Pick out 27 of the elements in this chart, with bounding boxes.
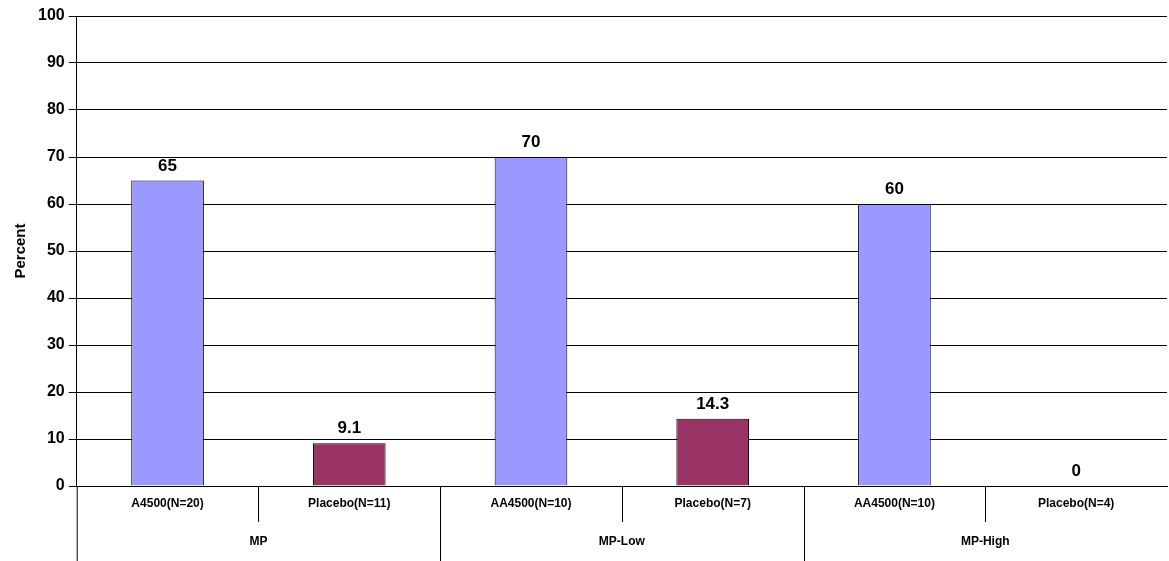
y-tick-label: 60 [46,194,65,212]
data-label: 60 [884,179,904,199]
text: MP-Low [598,534,646,549]
x-tick-label: A4500(N=20) [131,495,204,510]
y-tick-label: 100 [37,6,65,24]
y-tick-label: 80 [46,100,65,118]
y-tick-label: 50 [46,241,65,259]
x-tick-label: AA4500(N=10) [490,495,572,510]
x-tick-label: Placebo(N=4) [1037,495,1115,510]
y-tick-label: 90 [46,53,65,71]
y-tick-label: 30 [46,335,65,353]
text: MP-High [960,534,1010,549]
x-tick-label: Placebo(N=11) [308,495,391,510]
data-label: 0 [1071,461,1081,481]
text: MP [249,534,268,549]
x-tick-label: Placebo(N=7) [674,495,751,510]
data-label: 65 [158,155,178,175]
y-axis-title: Percent [11,223,29,279]
y-tick-label: 40 [46,288,65,306]
data-label: 70 [521,132,541,152]
y-tick-label: 10 [46,429,65,447]
data-label: 14.3 [696,393,730,413]
x-tick-label: AA4500(N=10) [853,495,935,510]
y-tick-label: 20 [46,382,65,400]
y-tick-label: 0 [55,476,65,494]
data-label: 9.1 [337,418,362,438]
y-tick-label: 70 [46,147,65,165]
